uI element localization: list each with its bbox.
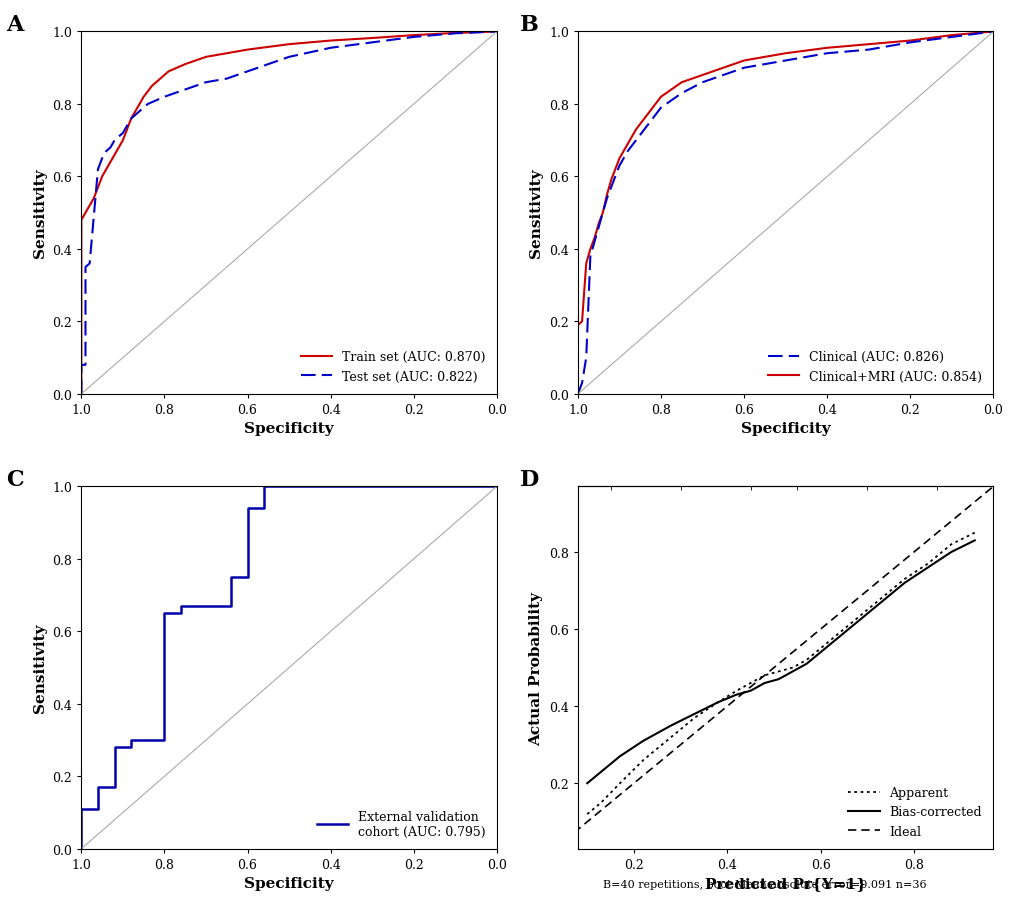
Text: D: D [520,469,538,490]
X-axis label: Specificity: Specificity [740,422,829,436]
Legend: Apparent, Bias-corrected, Ideal: Apparent, Bias-corrected, Ideal [843,781,986,842]
Text: B=40 repetitions, boot Mean absolute error=0.091 n=36: B=40 repetitions, boot Mean absolute err… [602,880,926,889]
Text: B: B [520,14,538,36]
Legend: Clinical (AUC: 0.826), Clinical+MRI (AUC: 0.854): Clinical (AUC: 0.826), Clinical+MRI (AUC… [762,346,986,388]
Legend: External validation
cohort (AUC: 0.795): External validation cohort (AUC: 0.795) [312,805,490,842]
X-axis label: Predicted Pr{Y=1}: Predicted Pr{Y=1} [704,877,865,890]
Y-axis label: Actual Probability: Actual Probability [529,591,543,745]
Y-axis label: Sensitivity: Sensitivity [33,623,47,712]
X-axis label: Specificity: Specificity [244,422,333,436]
Legend: Train set (AUC: 0.870), Test set (AUC: 0.822): Train set (AUC: 0.870), Test set (AUC: 0… [296,346,490,388]
Text: A: A [6,14,23,36]
Y-axis label: Sensitivity: Sensitivity [33,169,47,258]
Y-axis label: Sensitivity: Sensitivity [529,169,543,258]
X-axis label: Specificity: Specificity [244,877,333,890]
Text: C: C [6,469,24,490]
